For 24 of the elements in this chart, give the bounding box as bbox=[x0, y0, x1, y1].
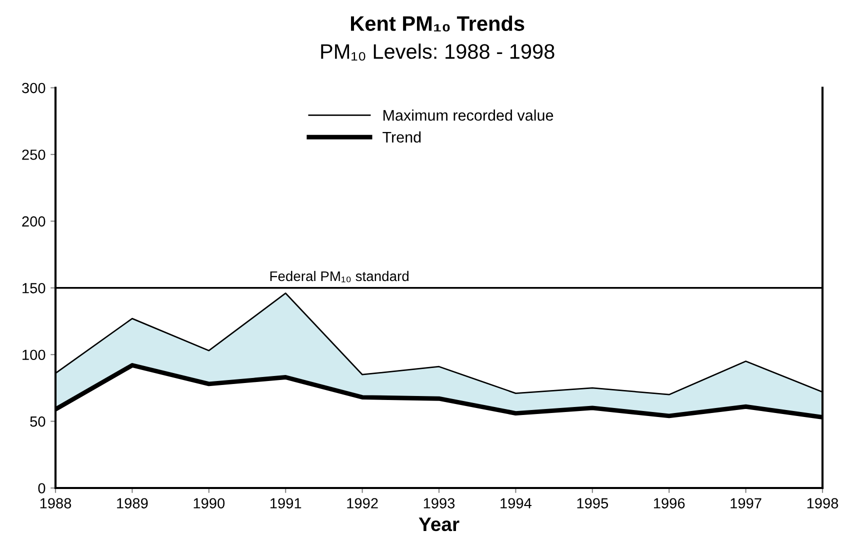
legend-label: Maximum recorded value bbox=[384, 110, 554, 121]
x-axis-title: Year bbox=[418, 518, 460, 532]
chart-title: Kent PM₁₀ Trends bbox=[351, 16, 524, 32]
legend-label: Trend bbox=[382, 131, 421, 143]
x-tick-label: 1996 bbox=[654, 498, 685, 508]
x-tick-label: 1992 bbox=[347, 498, 378, 508]
y-tick-label: 250 bbox=[22, 150, 46, 160]
x-tick-label: 1998 bbox=[807, 498, 838, 508]
x-tick-label: 1991 bbox=[270, 498, 302, 508]
x-tick-label: 1988 bbox=[40, 498, 72, 508]
y-tick-label: 0 bbox=[38, 483, 46, 494]
y-tick-label: 300 bbox=[22, 82, 46, 94]
y-tick-label: 50 bbox=[30, 416, 46, 427]
x-tick-label: 1990 bbox=[194, 498, 225, 508]
chart-subtitle: PM₁₀ Levels: 1988 - 1998 bbox=[321, 44, 554, 61]
x-tick-label: 1989 bbox=[117, 498, 148, 508]
x-tick-label: 1995 bbox=[577, 498, 608, 508]
x-tick-label: 1997 bbox=[730, 498, 762, 508]
ref-line-label: Federal PM₁₀ standard bbox=[270, 270, 408, 282]
x-tick-label: 1993 bbox=[424, 498, 455, 508]
y-tick-label: 100 bbox=[22, 350, 46, 360]
x-tick-label: 1994 bbox=[500, 498, 532, 508]
y-tick-label: 200 bbox=[22, 216, 46, 227]
y-tick-label: 150 bbox=[22, 282, 46, 294]
